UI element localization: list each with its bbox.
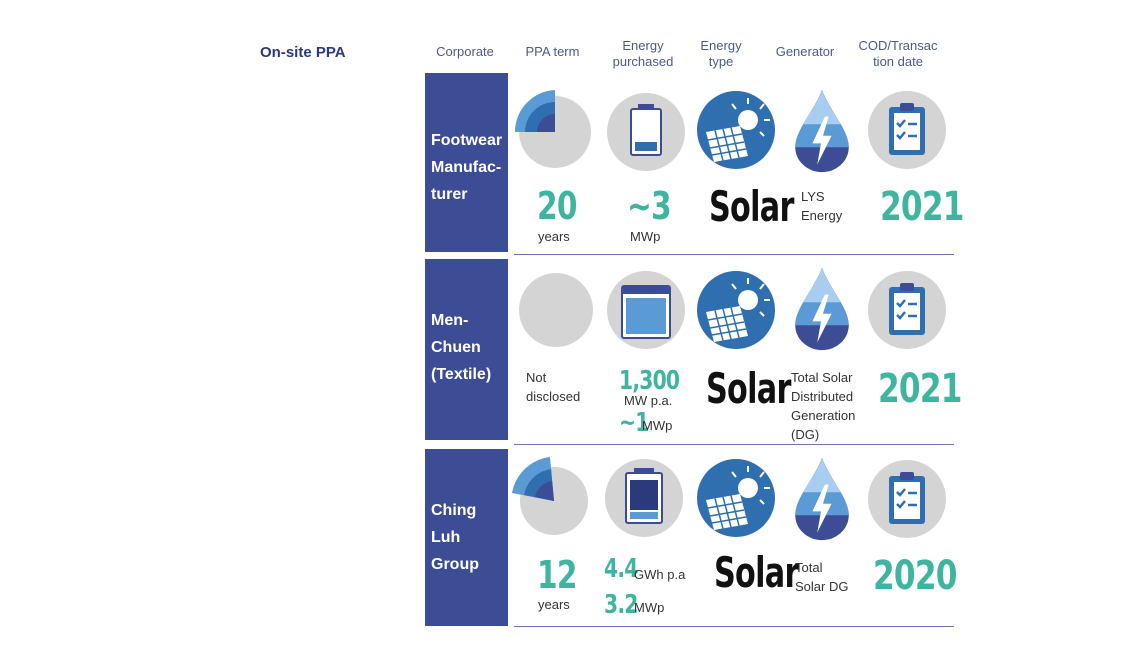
solar-panel-icon [696, 270, 776, 350]
generator-label: LYS Energy [801, 189, 843, 223]
empty-pie-icon [519, 273, 593, 347]
ppa-term-value: 12 [537, 553, 577, 597]
water-drop-bolt-icon [792, 88, 852, 174]
corporate-label-line: Men- [431, 312, 469, 329]
ppa-term-value: 20 [537, 184, 577, 228]
battery-icon [607, 93, 685, 171]
energy-purchased-unit: MWp [630, 229, 661, 244]
header-cod-date: COD/Transac tion date [858, 38, 938, 69]
battery-icon [605, 459, 683, 537]
energy-purchased-value: ~3 [627, 184, 672, 228]
energy-capacity-value: ~1 [619, 408, 649, 438]
corporate-cell-ching-luh: Ching Luh Group [425, 449, 508, 626]
quarter-pie-icon [515, 90, 591, 168]
solar-panel-icon [696, 90, 776, 170]
corporate-label-line: Ching [431, 502, 477, 519]
corporate-label-line: (Textile) [431, 366, 492, 383]
corporate-label-line: turer [431, 186, 468, 203]
header-ppa-term: PPA term [525, 44, 580, 59]
header-corporate: Corporate [436, 44, 494, 59]
cod-date-value: 2021 [878, 366, 962, 412]
battery-full-icon [607, 271, 685, 349]
corporate-label-line: Group [431, 556, 479, 573]
solar-panel-icon [696, 458, 776, 538]
corporate-cell-footwear: Footwear Manufac- turer [425, 73, 508, 252]
energy-capacity-unit: MWp [634, 600, 665, 615]
row-divider [514, 254, 954, 255]
header-energy-purchased: Energy purchased [612, 38, 674, 69]
water-drop-bolt-icon [792, 456, 852, 542]
corporate-label-line: Chuen [431, 339, 481, 356]
corporate-cell-men-chuen: Men- Chuen (Textile) [425, 259, 508, 440]
cod-date-value: 2021 [880, 184, 964, 230]
clipboard-check-icon [867, 90, 947, 170]
corporate-label-line: Luh [431, 529, 461, 546]
ppa-term-unit: years [538, 597, 570, 612]
row-divider [514, 626, 954, 627]
cod-date-value: 2020 [873, 553, 957, 599]
row-divider [514, 444, 954, 445]
energy-purchased-value: 1,300 [619, 366, 680, 396]
energy-type-label: Solar [706, 364, 791, 413]
energy-capacity-unit: MWp [642, 418, 673, 433]
section-title: On-site PPA [260, 44, 346, 61]
corporate-label-line: Manufac- [431, 159, 502, 176]
generator-label: Total Solar DG [795, 560, 849, 594]
energy-type-label: Solar [714, 548, 799, 597]
header-generator: Generator [775, 44, 835, 59]
generator-label: Total Solar Distributed Generation (DG) [791, 370, 856, 442]
water-drop-bolt-icon [792, 266, 852, 352]
ppa-term-unit: years [538, 229, 570, 244]
corporate-label-line: Footwear [431, 132, 503, 149]
energy-type-label: Solar [709, 182, 794, 231]
ppa-term-not-disclosed: Not disclosed [526, 370, 581, 404]
energy-purchased-value: 4.4 [604, 554, 638, 584]
energy-purchased-unit: MW p.a. [624, 393, 673, 408]
quarter-pie-icon [512, 457, 588, 535]
energy-capacity-value: 3.2 [604, 590, 638, 620]
energy-purchased-unit: GWh p.a [634, 567, 686, 582]
clipboard-check-icon [867, 459, 947, 539]
clipboard-check-icon [867, 270, 947, 350]
header-energy-type: Energy type [700, 38, 742, 69]
